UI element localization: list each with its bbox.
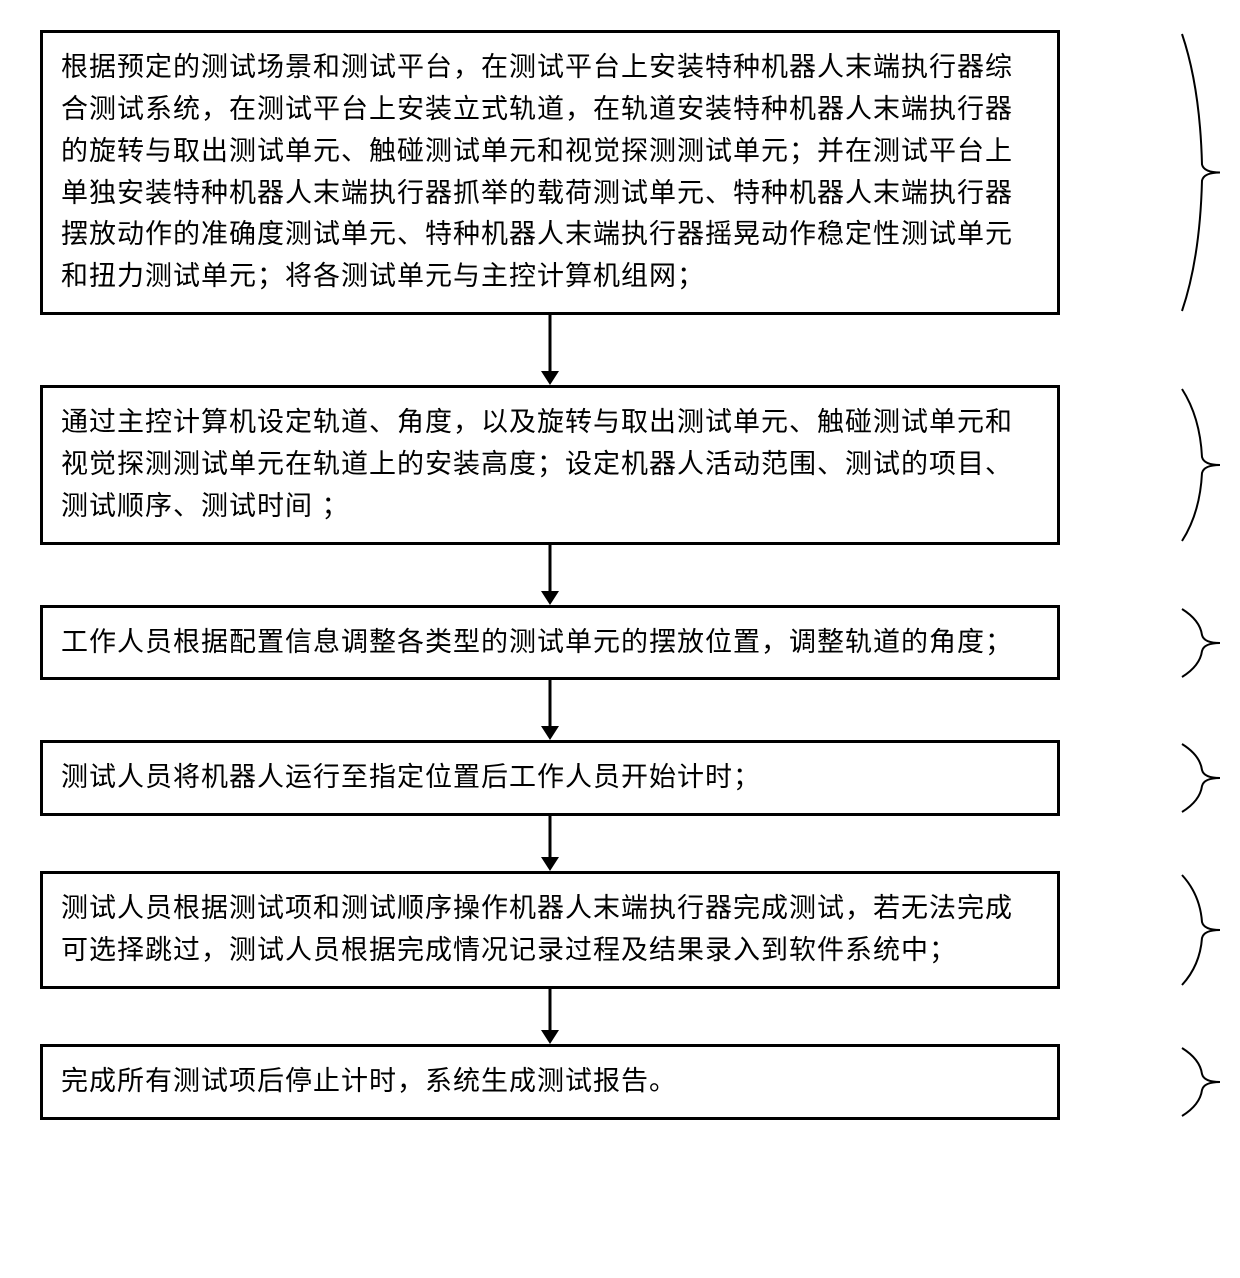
step-row-s1: 根据预定的测试场景和测试平台，在测试平台上安装特种机器人末端执行器综合测试系统，… [40,30,1200,315]
step-box-s4: 测试人员将机器人运行至指定位置后工作人员开始计时； [40,740,1060,816]
step-row-s6: 完成所有测试项后停止计时，系统生成测试报告。S6 [40,1044,1200,1120]
step-box-s1: 根据预定的测试场景和测试平台，在测试平台上安装特种机器人末端执行器综合测试系统，… [40,30,1060,315]
step-box-s3: 工作人员根据配置信息调整各类型的测试单元的摆放位置，调整轨道的角度； [40,605,1060,681]
step-text: 完成所有测试项后停止计时，系统生成测试报告。 [61,1061,1039,1103]
step-row-s2: 通过主控计算机设定轨道、角度，以及旋转与取出测试单元、触碰测试单元和视觉探测测试… [40,385,1200,545]
connector-wrap [40,315,1060,385]
flow-arrow [530,989,570,1044]
label-connector [1180,871,1240,989]
flowchart-container: 根据预定的测试场景和测试平台，在测试平台上安装特种机器人末端执行器综合测试系统，… [40,30,1200,1120]
connector-wrap [40,680,1060,740]
step-row-s4: 测试人员将机器人运行至指定位置后工作人员开始计时；S4 [40,740,1200,816]
label-connector [1180,385,1240,545]
connector-wrap [40,989,1060,1044]
step-box-s2: 通过主控计算机设定轨道、角度，以及旋转与取出测试单元、触碰测试单元和视觉探测测试… [40,385,1060,545]
step-row-s3: 工作人员根据配置信息调整各类型的测试单元的摆放位置，调整轨道的角度；S3 [40,605,1200,681]
flow-arrow [530,315,570,385]
label-connector [1180,1044,1240,1120]
flow-arrow [530,816,570,871]
label-connector [1180,30,1240,315]
connector-wrap [40,545,1060,605]
step-box-s5: 测试人员根据测试项和测试顺序操作机器人末端执行器完成测试，若无法完成可选择跳过，… [40,871,1060,989]
flow-arrow [530,680,570,740]
label-connector [1180,740,1240,816]
step-row-s5: 测试人员根据测试项和测试顺序操作机器人末端执行器完成测试，若无法完成可选择跳过，… [40,871,1200,989]
step-text: 测试人员将机器人运行至指定位置后工作人员开始计时； [61,757,1039,799]
step-box-s6: 完成所有测试项后停止计时，系统生成测试报告。 [40,1044,1060,1120]
step-text: 工作人员根据配置信息调整各类型的测试单元的摆放位置，调整轨道的角度； [61,622,1039,664]
step-text: 测试人员根据测试项和测试顺序操作机器人末端执行器完成测试，若无法完成可选择跳过，… [61,888,1039,972]
flow-arrow [530,545,570,605]
label-connector [1180,605,1240,681]
step-text: 通过主控计算机设定轨道、角度，以及旋转与取出测试单元、触碰测试单元和视觉探测测试… [61,402,1039,528]
connector-wrap [40,816,1060,871]
step-text: 根据预定的测试场景和测试平台，在测试平台上安装特种机器人末端执行器综合测试系统，… [61,47,1039,298]
